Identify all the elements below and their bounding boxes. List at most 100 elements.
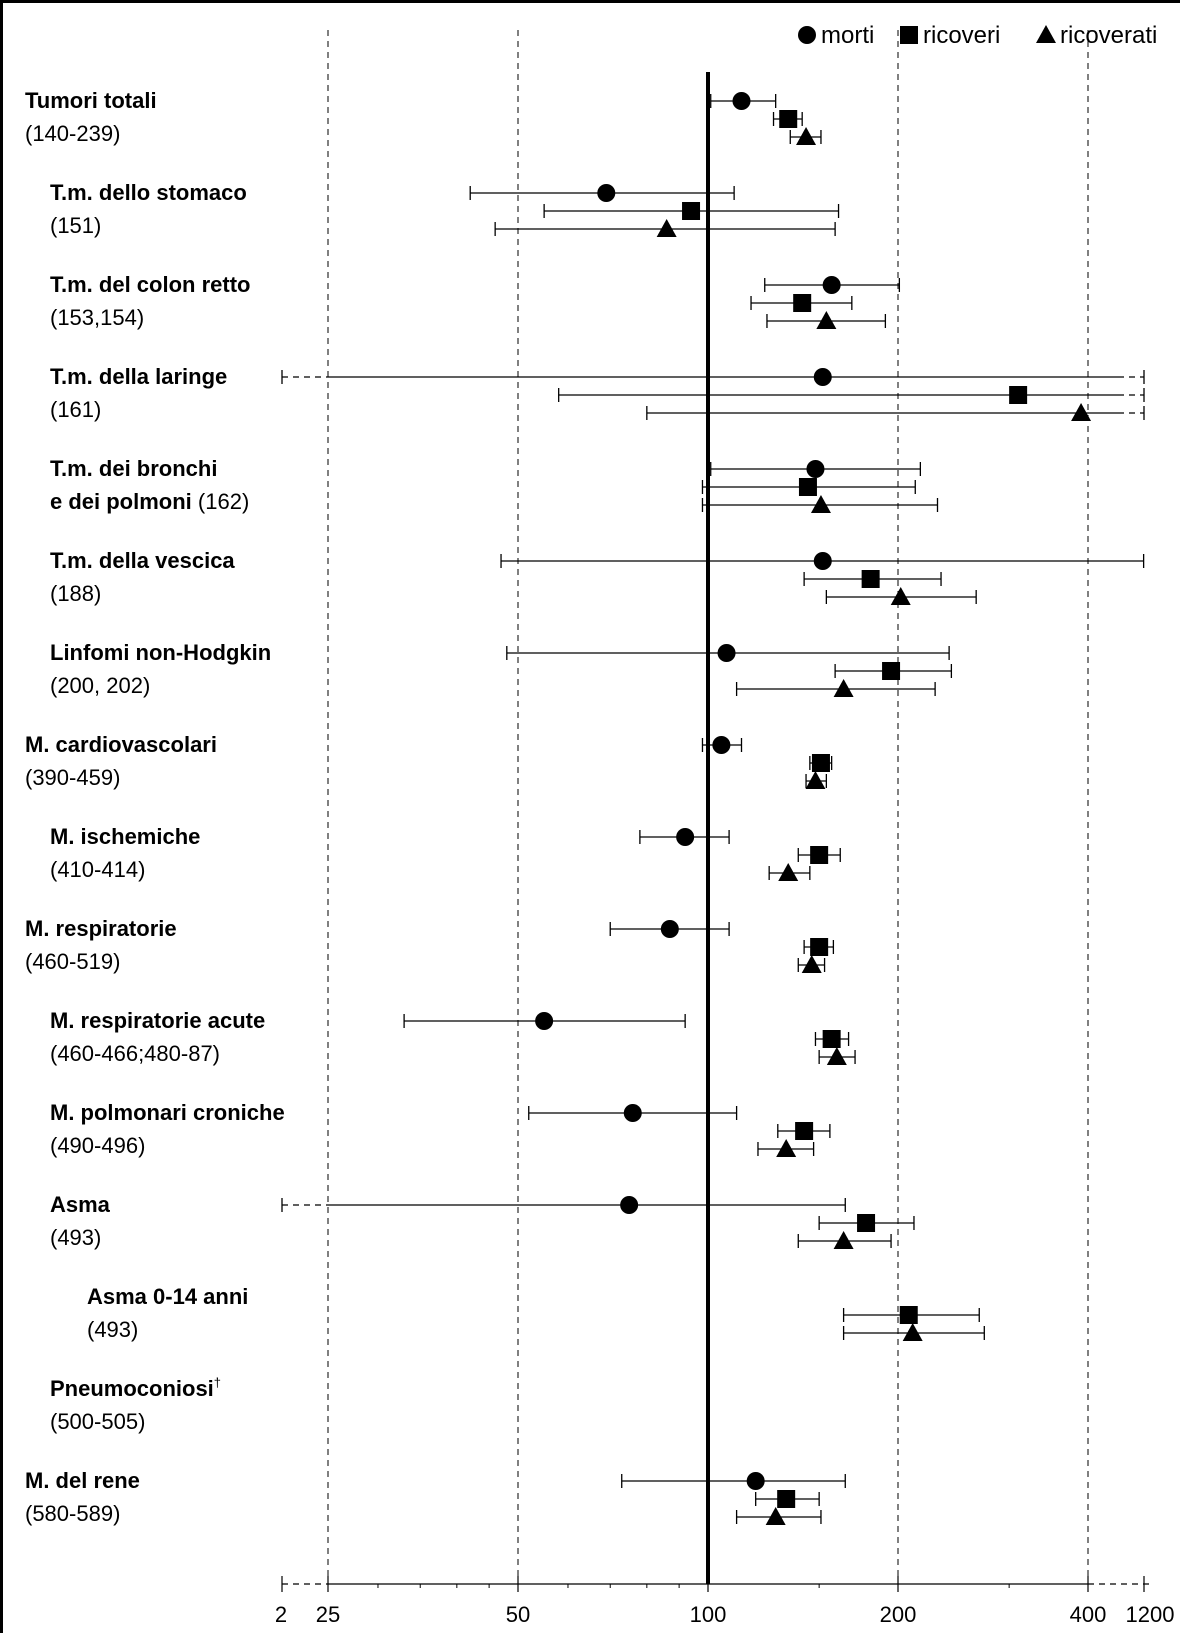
row-code: (500-505)	[50, 1409, 145, 1434]
marker-morti	[676, 828, 695, 846]
row-code: (390-459)	[25, 765, 120, 790]
grid-lines	[327, 30, 1089, 1584]
marker-ricoverati	[890, 587, 911, 605]
marker-ricoverati	[833, 1231, 854, 1249]
marker-ricoverati	[765, 1507, 786, 1525]
x-tick-label: 50	[506, 1602, 530, 1627]
row-code: (580-589)	[25, 1501, 120, 1526]
marker-morti	[746, 1472, 765, 1490]
marker-ricoverati	[816, 311, 837, 329]
marker-morti	[813, 368, 832, 386]
row-title: Asma 0-14 anni	[87, 1284, 248, 1309]
marker-ricoveri	[793, 294, 812, 312]
marker-ricoveri	[1009, 386, 1028, 404]
marker-ricoveri	[882, 662, 901, 680]
row-subtitle: e dei polmoni (162)	[50, 489, 249, 514]
marker-ricoveri	[857, 1214, 876, 1232]
x-tick-label: 200	[880, 1602, 917, 1627]
x-tick-label: 1200	[1126, 1602, 1175, 1627]
marker-morti	[717, 644, 736, 662]
marker-morti	[623, 1104, 642, 1122]
row-code: (410-414)	[50, 857, 145, 882]
x-tick-label: 400	[1070, 1602, 1107, 1627]
row-subtitle-bold: e dei polmoni	[50, 489, 192, 514]
row-code: (200, 202)	[50, 673, 150, 698]
marker-ricoveri	[682, 202, 701, 220]
marker-morti	[620, 1196, 639, 1214]
row-title: Pneumoconiosi†	[50, 1375, 221, 1401]
row-code: (153,154)	[50, 305, 144, 330]
row-code: (161)	[50, 397, 101, 422]
marker-morti	[813, 552, 832, 570]
row-title: Tumori totali	[25, 88, 157, 113]
marker-ricoverati	[776, 1139, 797, 1157]
row-code: (460-519)	[25, 949, 120, 974]
marker-morti	[712, 736, 731, 754]
marker-ricoveri	[861, 570, 880, 588]
row-title: M. cardiovascolari	[25, 732, 217, 757]
legend-label: ricoverati	[1060, 22, 1157, 49]
marker-morti	[597, 184, 616, 202]
marker-morti	[798, 26, 816, 44]
row-code: (460-466;480-87)	[50, 1041, 220, 1066]
row-title: M. del rene	[25, 1468, 140, 1493]
row-code: (493)	[87, 1317, 138, 1342]
marker-ricoveri	[798, 478, 817, 496]
x-axis: 2 25 50 100 200 400 1200	[275, 1576, 1175, 1627]
row-title: T.m. dei bronchi	[50, 456, 217, 481]
x-tick-label: 100	[690, 1602, 727, 1627]
row-title-sup: †	[214, 1375, 221, 1390]
legend-label: ricoveri	[923, 22, 1000, 49]
x-tick-label: 25	[316, 1602, 340, 1627]
marker-ricoverati	[778, 863, 799, 881]
marker-morti	[732, 92, 751, 110]
row-code: (188)	[50, 581, 101, 606]
row-title: Asma	[50, 1192, 111, 1217]
row-code: (162)	[192, 489, 249, 514]
marker-ricoveri	[810, 938, 829, 956]
marker-morti	[822, 276, 841, 294]
marker-ricoveri	[900, 26, 918, 44]
marker-ricoveri	[811, 754, 830, 772]
row-code: (490-496)	[50, 1133, 145, 1158]
marker-ricoveri	[822, 1030, 841, 1048]
marker-ricoveri	[810, 846, 829, 864]
row-title: T.m. della laringe	[50, 364, 227, 389]
marker-morti	[660, 920, 679, 938]
row-code: (140-239)	[25, 121, 120, 146]
error-bars	[281, 94, 1145, 1524]
row-labels: Tumori totali (140-239) T.m. dello stomaco…	[25, 88, 285, 1526]
x-tick-label: 2	[275, 1602, 287, 1627]
marker-ricoveri	[779, 110, 798, 128]
marker-ricoveri	[777, 1490, 796, 1508]
marker-morti	[806, 460, 825, 478]
marker-ricoverati	[902, 1323, 923, 1341]
row-title: Linfomi non-Hodgkin	[50, 640, 271, 665]
data-markers	[535, 92, 1092, 1525]
legend-label: morti	[821, 22, 874, 49]
marker-ricoverati	[796, 127, 817, 145]
row-title: M. ischemiche	[50, 824, 200, 849]
row-code: (493)	[50, 1225, 101, 1250]
marker-ricoverati	[826, 1047, 847, 1065]
row-title: T.m. dello stomaco	[50, 180, 247, 205]
marker-ricoverati	[656, 219, 677, 237]
marker-morti	[535, 1012, 554, 1030]
row-title: T.m. della vescica	[50, 548, 235, 573]
marker-ricoverati	[1071, 403, 1092, 421]
legend: morti ricoveri ricoverati	[798, 22, 1157, 49]
row-code: (151)	[50, 213, 101, 238]
marker-ricoverati	[833, 679, 854, 697]
marker-ricoveri	[795, 1122, 814, 1140]
marker-ricoverati	[801, 955, 822, 973]
marker-ricoverati	[810, 495, 831, 513]
row-title: T.m. del colon retto	[50, 272, 250, 297]
row-title: M. respiratorie	[25, 916, 177, 941]
marker-ricoverati	[1036, 25, 1056, 43]
marker-ricoverati	[805, 771, 826, 789]
row-title: M. respiratorie acute	[50, 1008, 265, 1033]
row-title: M. polmonari croniche	[50, 1100, 285, 1125]
marker-ricoveri	[899, 1306, 918, 1324]
